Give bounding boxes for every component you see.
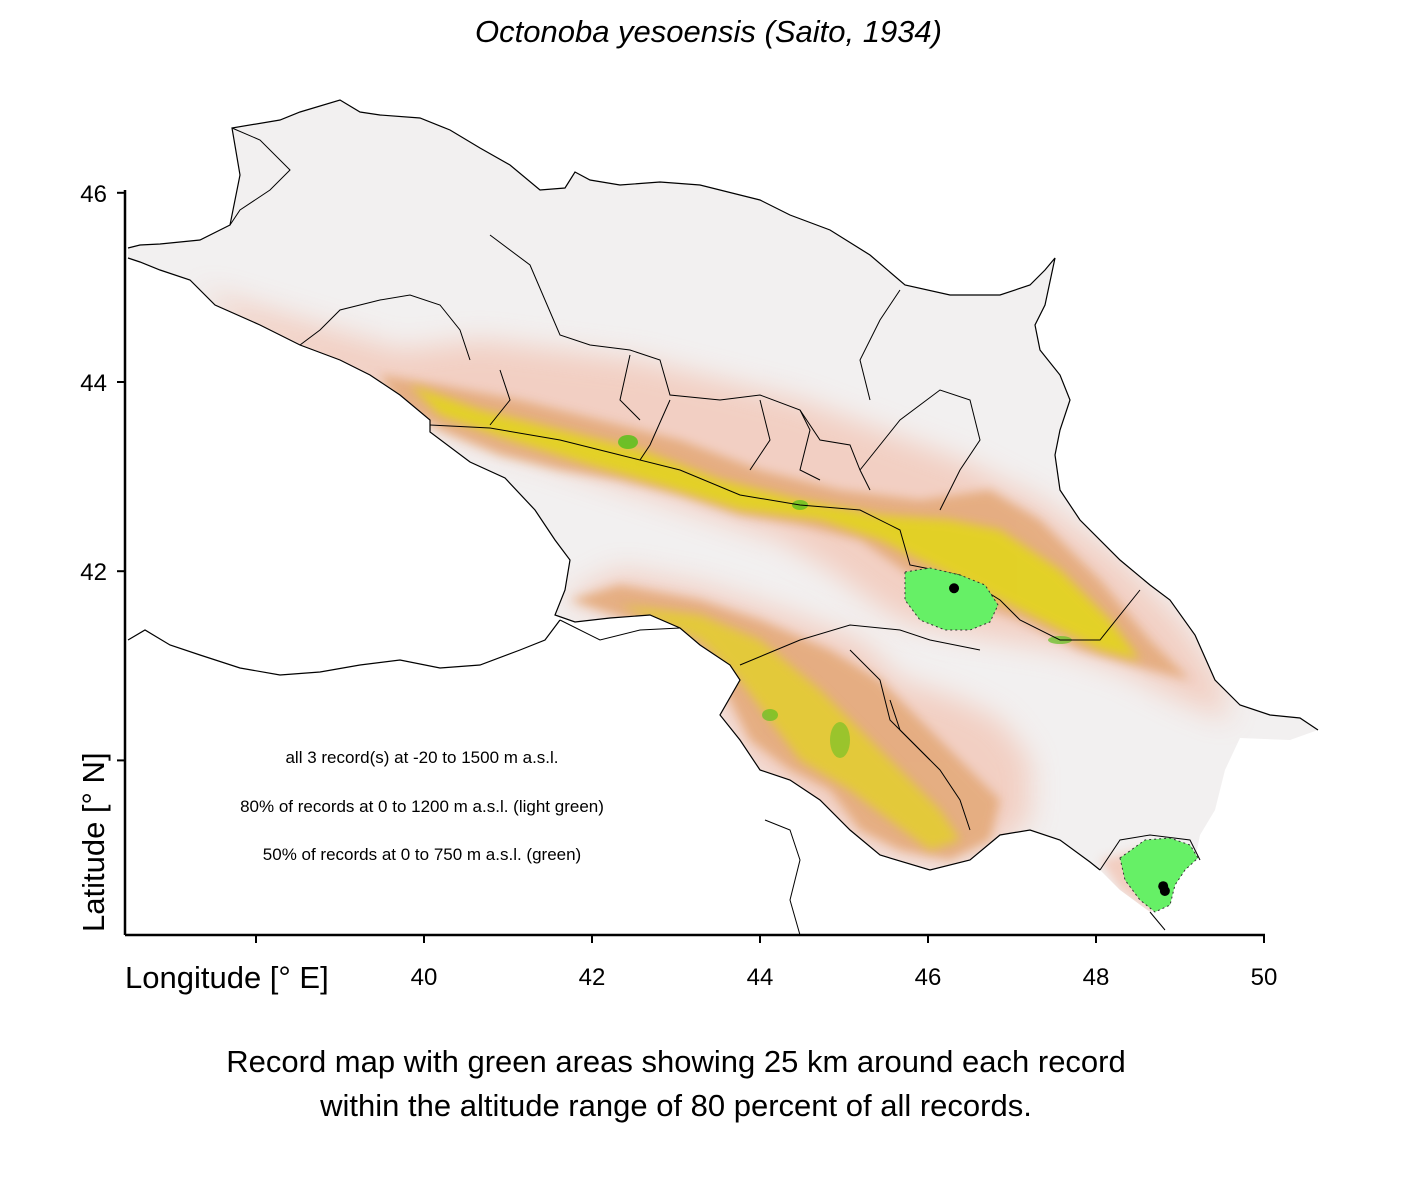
record-points	[949, 583, 1170, 896]
y-axis-ticks: 46 44 42	[80, 181, 125, 762]
aragats-summit	[762, 709, 778, 721]
y-tick-label: 46	[80, 181, 107, 208]
x-tick-label: 46	[915, 964, 942, 991]
axes	[123, 190, 1265, 937]
x-axis-ticks: 40 42 44 46 48 50	[255, 935, 1278, 991]
record-point	[1159, 885, 1170, 896]
x-tick-label: 42	[579, 964, 606, 991]
stats-all-records: all 3 record(s) at -20 to 1500 m a.s.l.	[285, 748, 559, 767]
record-point	[949, 583, 960, 594]
black-sea-south-coast	[127, 619, 561, 676]
azov-inlet	[299, 294, 471, 361]
caption-line-2: within the altitude range of 80 percent …	[320, 1088, 1032, 1123]
record-area-2	[1119, 837, 1199, 913]
highlands-ridge	[410, 385, 1140, 660]
stats-80-percent: 80% of records at 0 to 1200 m a.s.l. (li…	[240, 797, 604, 816]
x-axis-title: Longitude [° E]	[125, 960, 329, 995]
y-axis-title: Latitude [° N]	[76, 752, 111, 932]
lesser-caucasus-highlands	[620, 605, 960, 850]
x-tick-label: 50	[1251, 964, 1278, 991]
central-armenia-summit	[830, 722, 850, 758]
x-tick-label: 44	[747, 964, 774, 991]
y-tick-label: 44	[80, 370, 107, 397]
elbrus-summit	[618, 435, 638, 449]
political-borders	[429, 234, 1201, 936]
coastline	[127, 99, 1319, 871]
caption-line-1: Record map with green areas showing 25 k…	[226, 1044, 1126, 1079]
record-area-1	[904, 567, 999, 631]
figure-caption: Record map with green areas showing 25 k…	[0, 1040, 1352, 1128]
x-tick-label: 40	[411, 964, 438, 991]
crimea-coast	[229, 127, 291, 226]
record-areas	[904, 567, 1199, 913]
stats-50-percent: 50% of records at 0 to 750 m a.s.l. (gre…	[262, 845, 582, 864]
map-title: Octonoba yesoensis (Saito, 1934)	[475, 14, 942, 49]
x-tick-label: 48	[1083, 964, 1110, 991]
y-tick-label: 42	[80, 559, 107, 586]
